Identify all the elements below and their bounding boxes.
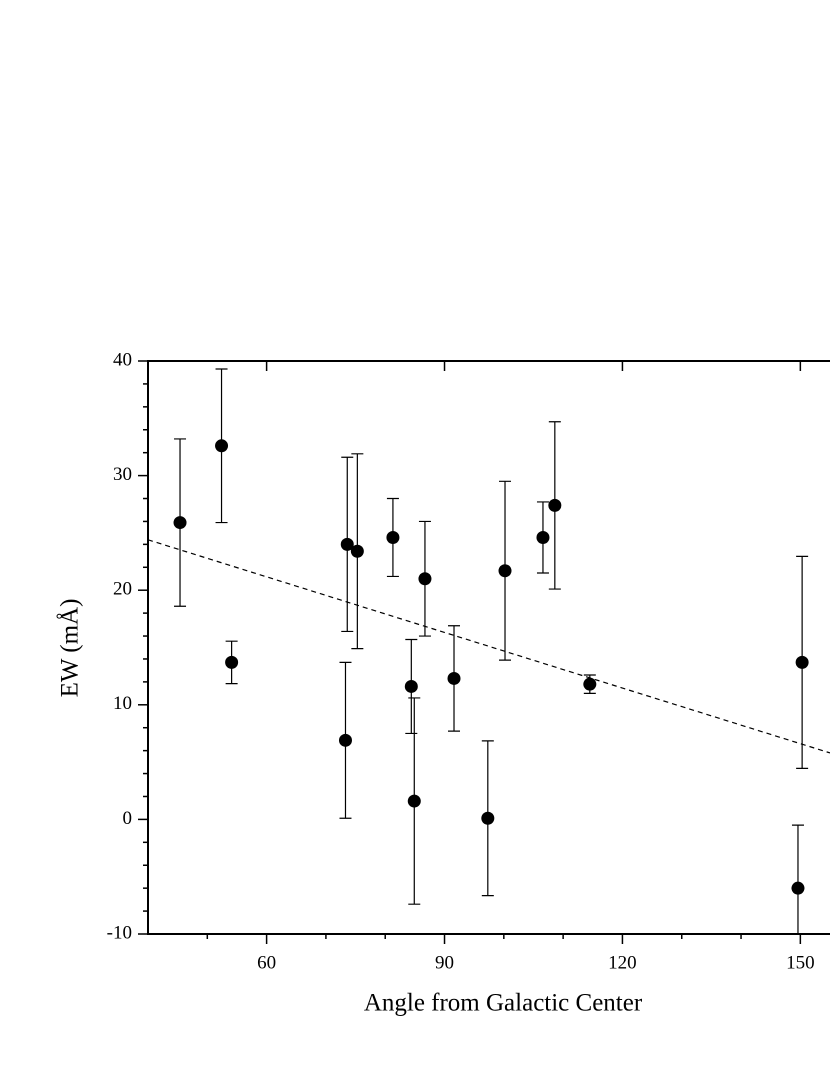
data-point <box>350 544 364 558</box>
data-point <box>404 679 418 693</box>
y-tick-label: 20 <box>113 579 132 600</box>
data-point <box>338 733 352 747</box>
y-tick-label: 40 <box>113 349 132 370</box>
data-point <box>418 572 432 586</box>
y-tick-label: 0 <box>123 808 133 829</box>
data-point <box>481 811 495 825</box>
data-point <box>447 671 461 685</box>
data-point <box>225 655 239 669</box>
plot-frame <box>147 360 830 935</box>
y-tick-label: -10 <box>107 922 132 943</box>
data-point <box>386 530 400 544</box>
fit-line <box>148 539 830 754</box>
data-point <box>548 498 562 512</box>
x-tick-label: 120 <box>608 952 637 973</box>
data-point <box>215 439 229 453</box>
y-tick-label: 30 <box>113 464 132 485</box>
data-point <box>498 564 512 578</box>
x-tick-label: 60 <box>257 952 276 973</box>
data-point <box>340 537 354 551</box>
data-point <box>795 655 809 669</box>
data-point <box>536 530 550 544</box>
data-point <box>173 516 187 530</box>
data-point <box>583 677 597 691</box>
x-tick-label: 90 <box>435 952 454 973</box>
plot-area <box>148 368 830 934</box>
x-tick-label: 150 <box>786 952 815 973</box>
data-point <box>791 881 805 895</box>
y-axis-title: EW (mÅ) <box>57 599 84 698</box>
data-point <box>407 794 421 808</box>
x-axis-title: Angle from Galactic Center <box>364 990 643 1017</box>
y-tick-label: 10 <box>113 693 132 714</box>
